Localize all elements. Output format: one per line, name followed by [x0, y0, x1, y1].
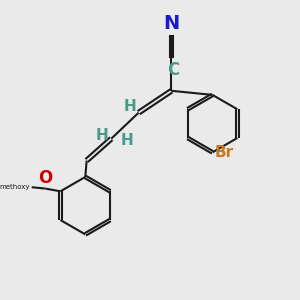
- Text: H: H: [121, 133, 134, 148]
- Text: methoxy: methoxy: [0, 184, 30, 190]
- Text: O: O: [38, 169, 52, 187]
- Text: H: H: [95, 128, 108, 143]
- Text: C: C: [167, 61, 179, 79]
- Text: N: N: [163, 14, 180, 32]
- Text: Br: Br: [215, 145, 234, 160]
- Text: H: H: [124, 99, 136, 114]
